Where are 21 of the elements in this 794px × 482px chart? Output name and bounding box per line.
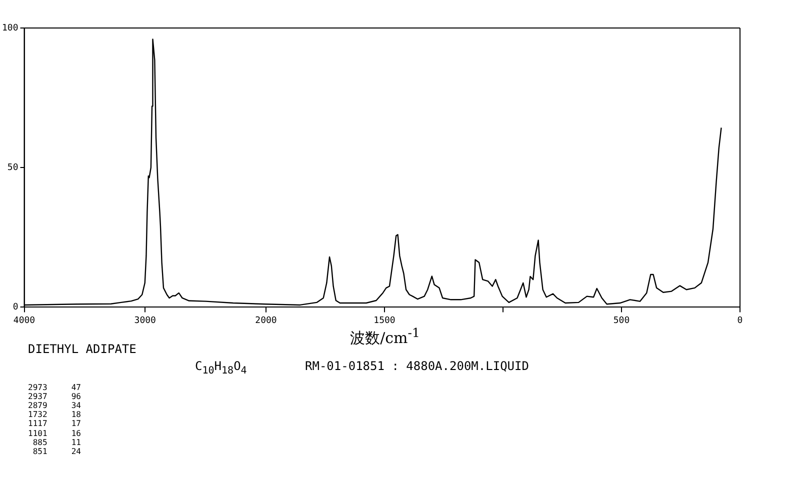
- x-axis-title: 波数/cm$^{-1}$: [350, 325, 420, 347]
- text: 1732 18: [28, 410, 81, 420]
- text: 2879 34: [28, 401, 81, 410]
- text: 2973 47: [28, 383, 81, 392]
- text: RM-01-01851 : 4880A.200M.LIQUID: [305, 359, 529, 373]
- y-tick-label: 0: [12, 302, 18, 313]
- text: 885 11: [32, 438, 81, 447]
- text: DIETHYL ADIPATE: [28, 342, 136, 356]
- y-tick-label: 100: [2, 23, 18, 34]
- text: 2937 96: [28, 392, 81, 402]
- x-tick-label: 500: [613, 316, 630, 326]
- x-tick-label: 2000: [255, 316, 277, 326]
- text: 1117 17: [28, 419, 81, 428]
- x-tick-label: 0: [737, 316, 743, 326]
- y-tick-label: 50: [7, 162, 18, 173]
- text: 1101 16: [28, 428, 81, 438]
- x-tick-label: 3000: [134, 316, 156, 326]
- text: C$_{10}$H$_{18}$O$_{4}$: [195, 359, 247, 376]
- x-tick-label: 1500: [374, 316, 396, 326]
- x-tick-label: 4000: [13, 316, 36, 326]
- text: 851 24: [32, 446, 81, 456]
